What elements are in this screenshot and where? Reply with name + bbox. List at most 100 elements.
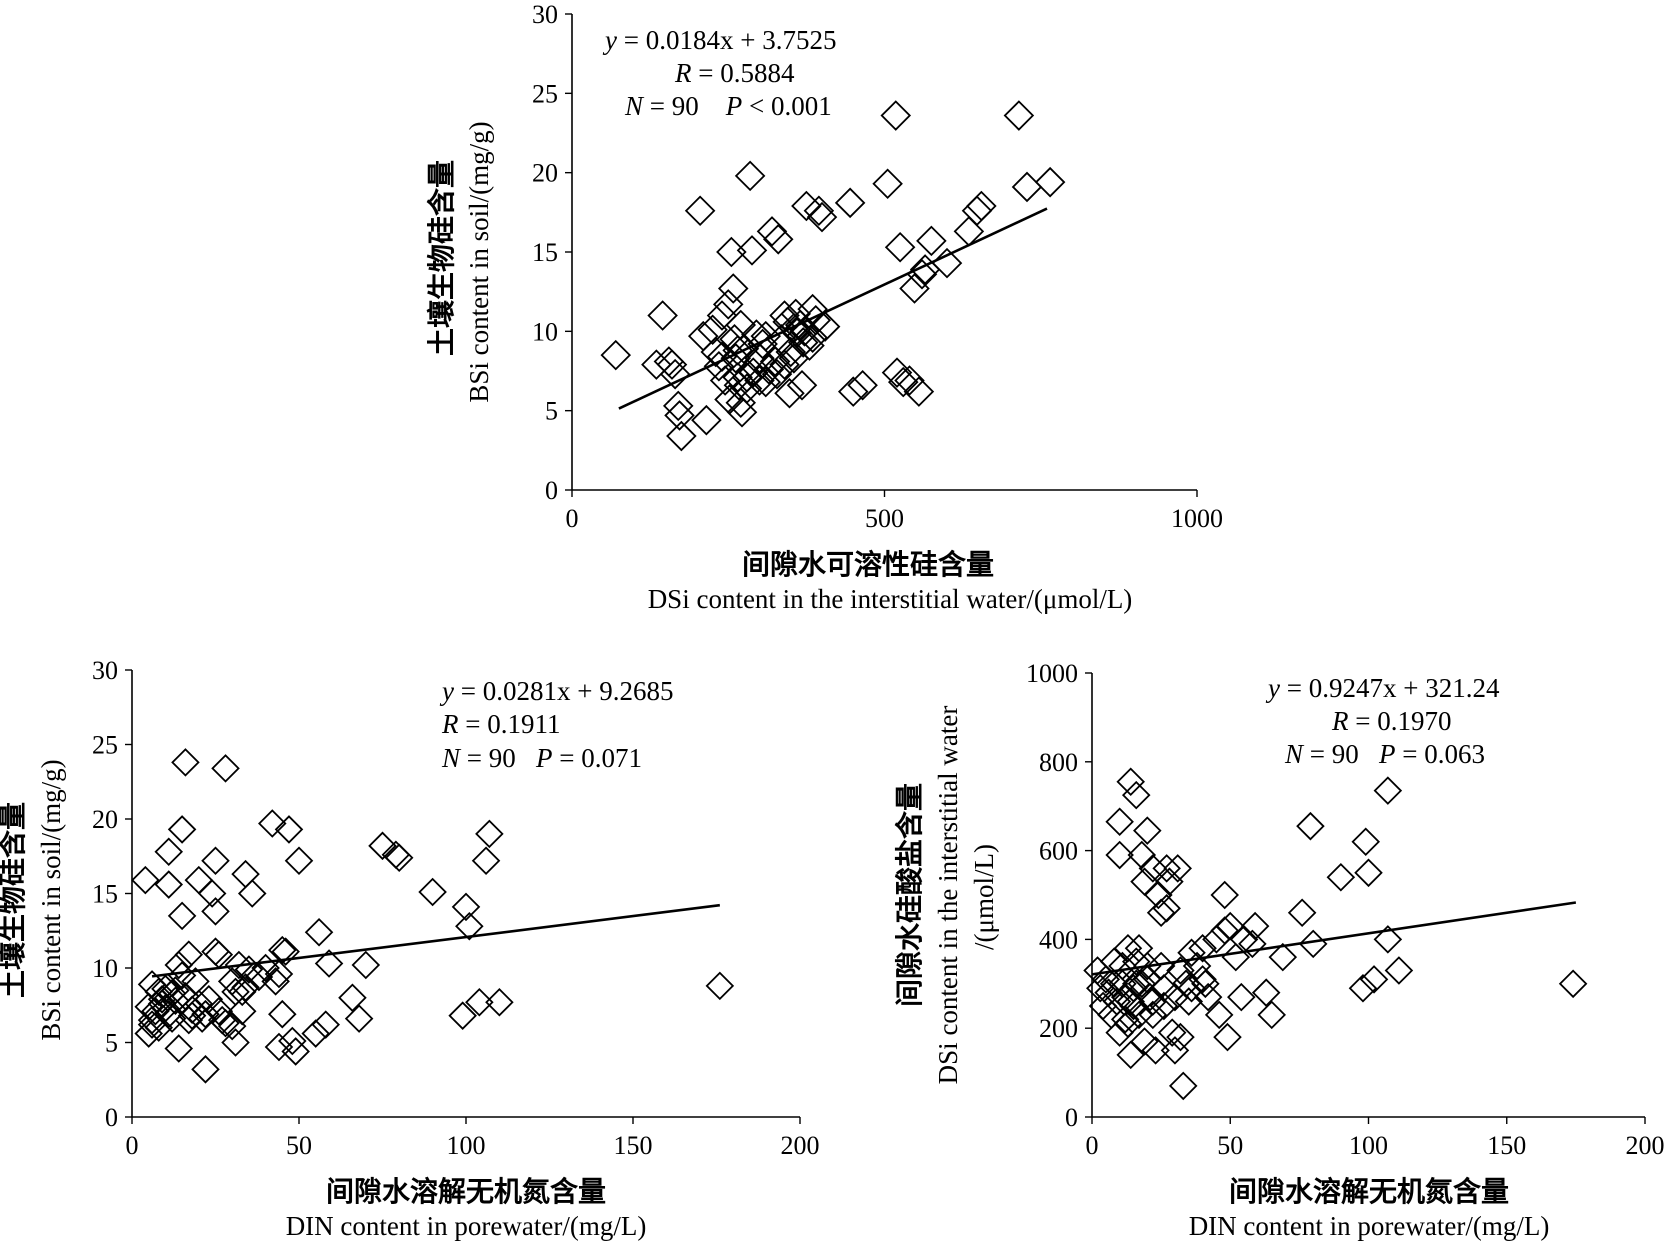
data-point [281,1037,310,1066]
br-y-tick-label: 400 [1039,925,1078,954]
data-point [1177,973,1206,1003]
data-point [201,846,230,875]
bl-x-tick-label: 100 [447,1131,486,1160]
data-point [641,349,672,380]
data-point [899,273,930,304]
br-y-title-en: DSi content in the interstitial water [933,706,963,1085]
data-point [600,339,632,371]
data-point [1149,973,1179,1003]
data-point [271,937,300,966]
data-point [775,336,807,368]
data-point [753,354,785,385]
data-point [769,300,800,331]
br-x-tick-label: 50 [1217,1131,1243,1160]
br-x-tick-label: 150 [1487,1131,1526,1160]
data-point [737,357,769,388]
bl-ticks: 0 5 10 15 20 25 30 0 50 100 150 200 [92,656,820,1160]
data-point [264,1032,294,1062]
bl-markers [131,748,735,1084]
data-point [966,190,997,222]
top-y-tick-label: 15 [532,238,558,267]
data-point [1177,938,1206,967]
data-point [691,404,722,436]
br-ticks: 0 200 400 600 800 1000 0 50 100 150 200 [1026,659,1665,1160]
data-point [847,370,878,401]
br-trendline [1091,901,1577,976]
data-point [769,349,800,380]
data-point [800,304,832,336]
data-point [1210,880,1239,910]
data-point [131,865,160,895]
data-point [1011,171,1043,203]
data-point [1138,854,1168,883]
data-point [194,985,224,1014]
data-point [916,225,947,257]
data-point [261,967,290,996]
data-point [344,1004,374,1033]
bl-equation: y = 0.0281x + 9.2685 [439,676,673,706]
data-point [806,201,838,233]
data-point [726,396,758,428]
data-point [244,962,274,992]
data-point [1121,780,1151,810]
data-point [906,258,938,290]
data-point [1227,982,1256,1012]
data-point [1188,965,1217,994]
data-point [774,377,805,409]
data-point [455,912,484,941]
br-markers [1083,767,1588,1101]
bl-y-tick-label: 30 [92,656,118,685]
data-point [647,300,678,331]
data-point [1354,858,1383,888]
data-point [794,330,825,361]
bl-y-tick-label: 25 [92,731,118,760]
data-point [1351,827,1381,856]
data-point [1138,987,1168,1016]
data-point [1213,1022,1242,1052]
data-point [786,370,818,401]
bl-x-tick-label: 0 [126,1131,139,1160]
data-point [887,366,919,398]
data-point [304,917,334,947]
br-x-title-en: DIN content in porewater/(mg/L) [1189,1211,1550,1241]
data-point [144,1013,173,1042]
data-point [161,976,190,1005]
data-point [184,865,214,895]
data-point [1191,969,1220,999]
data-point [756,216,788,247]
data-point [1359,965,1389,994]
data-point [731,362,763,393]
data-point [803,195,835,227]
data-point [274,815,304,844]
data-point [1268,942,1298,972]
data-point [736,235,768,266]
data-point [154,870,184,899]
bl-y-tick-label: 20 [92,805,118,834]
data-point [278,1026,307,1056]
data-point [1384,956,1414,985]
data-point [1034,166,1066,198]
data-point [762,224,794,255]
top-x-title-en: DSi content in the interstitial water/(μ… [648,584,1133,614]
data-point [1287,898,1317,928]
data-point [1558,969,1588,999]
br-y-title-en-unit: /(μmol/L) [969,844,999,950]
data-point [1149,991,1179,1021]
data-point [351,950,381,980]
data-point [251,953,280,983]
br-y-tick-label: 1000 [1026,659,1078,688]
data-point [144,977,173,1007]
bl-y-tick-label: 15 [92,880,118,909]
data-point [201,897,230,926]
data-point [1210,916,1239,945]
data-point [780,298,812,330]
data-point [684,195,716,227]
data-point [151,974,180,1004]
chart-top: 0 5 10 15 20 25 30 0 500 1000 y = 0.0184x + 3.752… [425,0,1223,614]
data-point [1166,956,1195,985]
data-point [167,901,197,931]
data-point [717,273,749,304]
data-point [712,289,744,320]
data-point [1215,911,1245,941]
data-point [1105,840,1134,870]
